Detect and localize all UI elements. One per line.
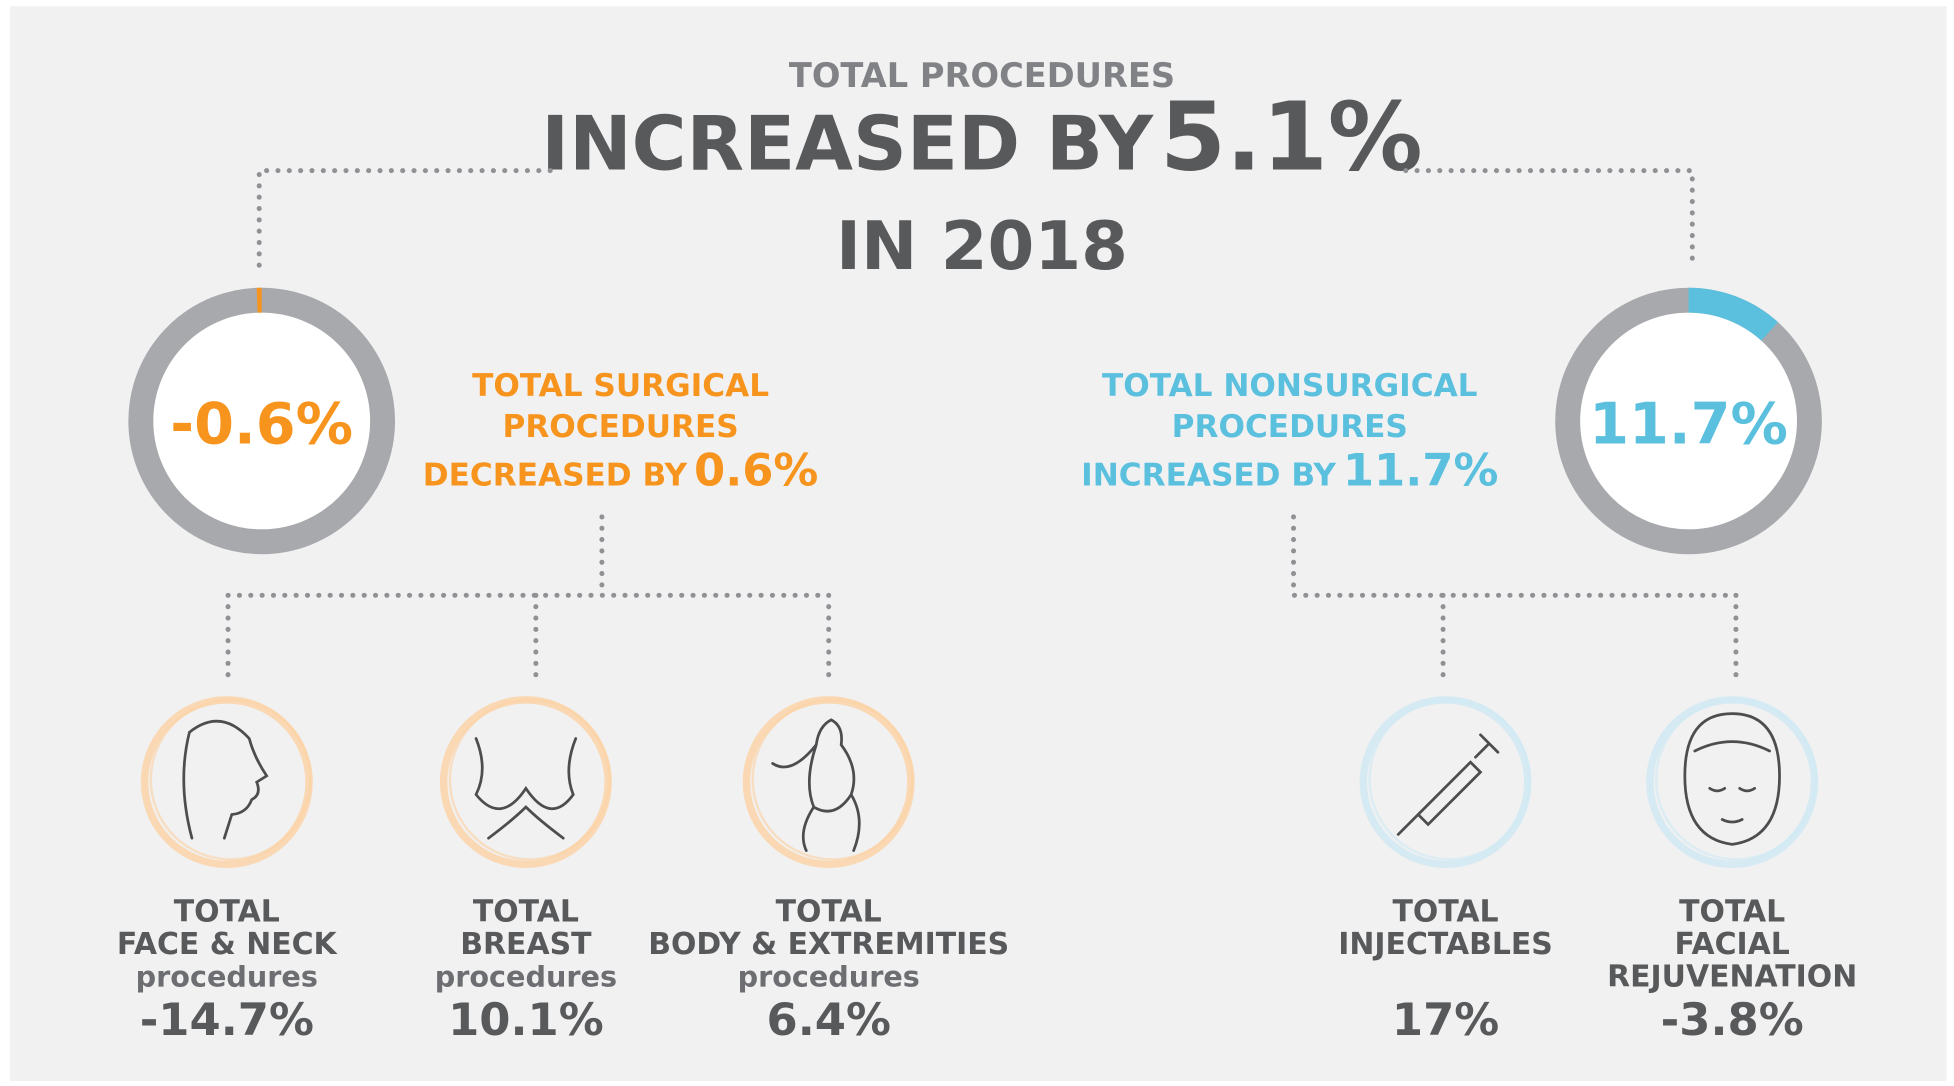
category-title: BREAST <box>460 927 592 962</box>
ring-label: 11.7% <box>1589 390 1788 457</box>
category-change: -3.8% <box>1661 993 1804 1046</box>
group-line: DECREASED BY <box>423 458 688 494</box>
page: {"header": {"kicker": "TOTAL PROCEDURES"… <box>0 0 1954 1086</box>
subline: IN 2018 <box>836 207 1128 285</box>
category-title: TOTAL <box>473 895 579 930</box>
category-title: TOTAL <box>174 895 280 930</box>
category-title: TOTAL <box>776 895 882 930</box>
headline-value: 5.1% <box>1160 82 1423 192</box>
category-change: 6.4% <box>767 993 891 1046</box>
category-change: 10.1% <box>448 993 604 1046</box>
category-change: 17% <box>1392 993 1499 1046</box>
category-title: BODY & EXTREMITIES <box>648 927 1009 962</box>
category-title: INJECTABLES <box>1338 927 1553 962</box>
category-title: REJUVENATION <box>1607 959 1857 994</box>
category-change: -14.7% <box>140 993 314 1046</box>
category-subtitle: procedures <box>435 959 617 993</box>
ring-label: -0.6% <box>170 390 353 457</box>
category-subtitle: procedures <box>738 959 920 993</box>
group-line: TOTAL NONSURGICAL <box>1102 368 1477 404</box>
headline-text: INCREASED BY <box>541 100 1154 187</box>
group-change-value: 0.6% <box>694 444 818 497</box>
category-subtitle: procedures <box>136 959 318 993</box>
group-line: PROCEDURES <box>503 409 739 445</box>
group-line: TOTAL SURGICAL <box>472 368 769 404</box>
category-title: FACE & NECK <box>117 927 339 962</box>
category-title: TOTAL <box>1393 895 1499 930</box>
group-line: PROCEDURES <box>1172 409 1408 445</box>
kicker: TOTAL PROCEDURES <box>789 56 1175 95</box>
infographic: TOTAL PROCEDURES INCREASED BY 5.1% IN 20… <box>0 0 1954 1086</box>
group-change-value: 11.7% <box>1343 444 1499 497</box>
category-title: TOTAL <box>1679 895 1785 930</box>
group-line: INCREASED BY <box>1081 458 1336 494</box>
category-title: FACIAL <box>1675 927 1790 962</box>
